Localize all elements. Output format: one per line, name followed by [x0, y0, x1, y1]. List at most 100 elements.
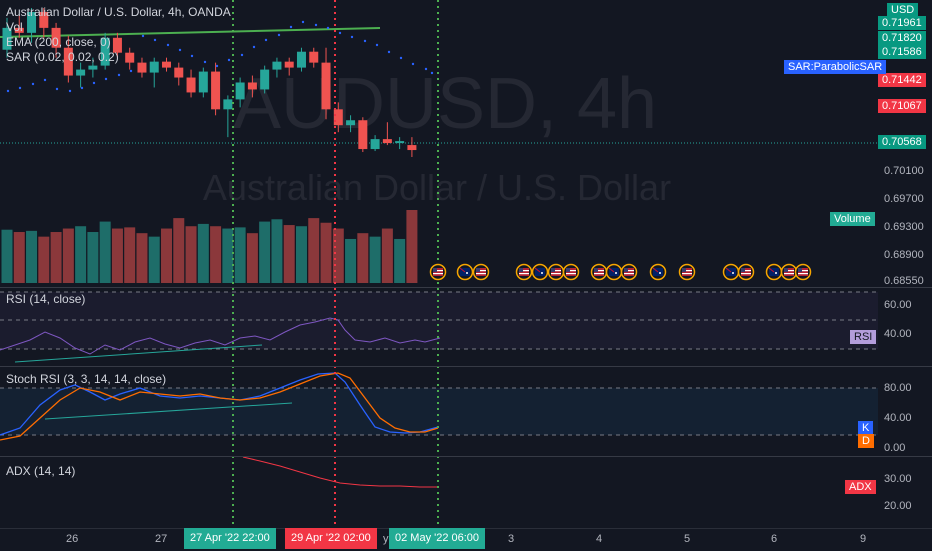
- pane-separator[interactable]: [0, 366, 932, 367]
- candle-body: [149, 61, 159, 73]
- price-tag[interactable]: 0.71442: [878, 73, 926, 87]
- volume-bar: [148, 236, 160, 283]
- price-tag[interactable]: 0.71961: [878, 16, 926, 30]
- candle-body: [162, 61, 172, 68]
- us-flag-icon: [741, 273, 751, 275]
- price-tag[interactable]: 0.71820: [878, 31, 926, 45]
- volume-bar: [295, 226, 307, 283]
- price-tag[interactable]: 0.70568: [878, 135, 926, 149]
- us-flag-icon: [433, 270, 443, 272]
- sar-dot: [411, 62, 415, 66]
- us-flag-icon: [682, 273, 692, 275]
- time-crosshair-label[interactable]: 29 Apr '22 02:00: [285, 528, 377, 549]
- candle-body: [88, 65, 98, 70]
- candle-body: [296, 51, 306, 68]
- candle-body: [407, 145, 417, 151]
- sar-dot: [215, 64, 219, 68]
- time-axis-label: 9: [860, 533, 867, 545]
- rsi-axis-tick: 40.00: [884, 328, 912, 340]
- au-flag-icon: [775, 272, 777, 274]
- pane-separator[interactable]: [0, 456, 932, 457]
- volume-bar: [99, 221, 111, 283]
- sar-dot: [363, 39, 367, 43]
- legend-sar[interactable]: SAR (0.02, 0.02, 0.2): [6, 50, 119, 64]
- us-flag-icon: [798, 270, 808, 272]
- candle-body: [63, 47, 73, 76]
- candle-body: [174, 67, 184, 78]
- us-flag-icon: [784, 273, 794, 275]
- us-flag-icon: [519, 268, 529, 276]
- stoch-label[interactable]: Stoch RSI (3, 3, 14, 14, close): [6, 372, 167, 386]
- time-axis-label: 4: [596, 533, 603, 545]
- au-flag-icon: [459, 267, 466, 273]
- us-flag-icon: [433, 268, 443, 276]
- sar-dot: [6, 89, 10, 93]
- us-flag-icon: [551, 270, 561, 272]
- au-flag-icon: [732, 272, 734, 274]
- adx-axis-tick: 30.00: [884, 473, 912, 485]
- sar-dot: [338, 31, 342, 35]
- volume-bar: [13, 232, 25, 283]
- sar-dot: [301, 20, 305, 24]
- volume-bar: [406, 210, 418, 283]
- legend-ema[interactable]: EMA (200, close, 0): [6, 35, 111, 49]
- adx-line: [242, 456, 438, 488]
- volume-bar: [210, 226, 222, 283]
- us-flag-icon: [566, 273, 576, 275]
- price-tag[interactable]: 0.71067: [878, 99, 926, 113]
- time-axis-label: 5: [684, 533, 691, 545]
- candle-body: [272, 61, 282, 70]
- adx-value-tag[interactable]: ADX: [845, 480, 876, 494]
- candle-body: [137, 62, 147, 73]
- symbol-title[interactable]: Australian Dollar / U.S. Dollar, 4h, OAN…: [6, 5, 231, 19]
- time-axis-label: 27: [155, 533, 168, 545]
- rsi-axis-tick: 60.00: [884, 299, 912, 311]
- time-crosshair-label[interactable]: 02 May '22 06:00: [389, 528, 486, 549]
- volume-bar: [26, 230, 38, 283]
- candle-body: [186, 77, 196, 93]
- volume-bar: [234, 227, 246, 283]
- volume-tag[interactable]: Volume: [830, 212, 875, 226]
- au-flag-icon: [768, 267, 775, 273]
- volume-bar: [197, 223, 209, 283]
- sar-price-label[interactable]: SAR:ParabolicSAR: [784, 60, 887, 74]
- us-flag-icon: [784, 268, 794, 276]
- candle-body: [321, 62, 331, 110]
- sar-dot: [104, 77, 108, 81]
- price-axis-tick: 0.68550: [884, 275, 924, 287]
- price-axis-tick: 0.70100: [884, 165, 924, 177]
- candle-body: [125, 52, 135, 63]
- us-flag-icon: [433, 268, 437, 272]
- us-flag-icon: [798, 268, 802, 272]
- us-flag-icon: [476, 268, 480, 272]
- rsi-line: [0, 317, 441, 355]
- rsi-label[interactable]: RSI (14, close): [6, 292, 86, 306]
- volume-bar: [38, 236, 50, 283]
- us-flag-icon: [519, 273, 529, 275]
- volume-bar: [1, 229, 13, 283]
- volume-bar: [308, 218, 320, 283]
- price-tag[interactable]: 0.71586: [878, 45, 926, 59]
- candle-body: [346, 120, 356, 126]
- time-crosshair-label[interactable]: 27 Apr '22 22:00: [184, 528, 276, 549]
- us-flag-icon: [551, 273, 561, 275]
- us-flag-icon: [519, 268, 523, 272]
- us-flag-icon: [682, 268, 692, 276]
- sar-dot: [68, 89, 72, 93]
- rsi-value-tag[interactable]: RSI: [850, 330, 877, 344]
- us-flag-icon: [741, 270, 751, 272]
- us-flag-icon: [784, 270, 794, 272]
- stoch-d-tag[interactable]: D: [858, 434, 874, 448]
- currency-button[interactable]: USD: [887, 3, 919, 17]
- us-flag-icon: [476, 270, 486, 272]
- us-flag-icon: [798, 273, 808, 275]
- time-axis-label: y: [383, 533, 389, 545]
- us-flag-icon: [682, 270, 692, 272]
- volume-bar: [124, 227, 136, 283]
- stoch-k-tag[interactable]: K: [858, 421, 874, 435]
- pane-separator[interactable]: [0, 287, 932, 288]
- legend-vol[interactable]: Vol: [6, 20, 23, 34]
- adx-label[interactable]: ADX (14, 14): [6, 464, 76, 478]
- us-flag-icon: [433, 273, 443, 275]
